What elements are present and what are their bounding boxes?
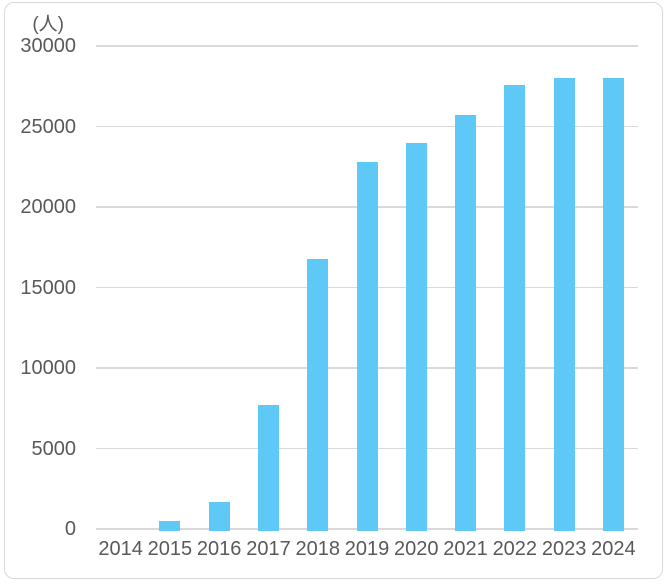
bar-2020 [405,142,427,531]
bar-2018 [307,258,329,531]
y-axis-unit-label: (人) [32,14,64,35]
x-tick-label: 2019 [344,538,390,560]
y-tick-label: 0 [64,518,76,540]
y-tick-label: 10000 [20,357,76,379]
y-gridline [96,45,638,47]
bar-2024 [602,78,624,531]
bar-2015 [159,520,181,531]
x-tick-label: 2023 [541,538,587,560]
y-tick-label: 20000 [20,196,76,218]
y-tick-label: 25000 [20,115,76,138]
x-tick-label: 2022 [492,538,538,560]
bar-2021 [455,115,477,531]
x-tick-label: 2017 [246,538,291,560]
bar-2023 [553,78,575,531]
x-tick-label: 2018 [295,538,340,560]
x-tick-label: 2021 [443,538,488,560]
bar-2022 [504,84,526,531]
y-gridline [96,125,638,128]
x-tick-label: 2024 [591,538,636,560]
bar-2019 [356,161,378,531]
chart-frame [4,2,663,579]
x-tick-label: 2016 [196,538,242,560]
bar-2017 [257,405,279,531]
x-tick-label: 2020 [394,538,439,560]
x-tick-label: 2015 [147,538,193,560]
x-tick-label: 2014 [98,538,143,560]
y-tick-label: 30000 [20,35,76,57]
bar-2016 [208,501,230,531]
y-tick-label: 15000 [20,276,76,299]
y-tick-label: 5000 [31,437,77,460]
